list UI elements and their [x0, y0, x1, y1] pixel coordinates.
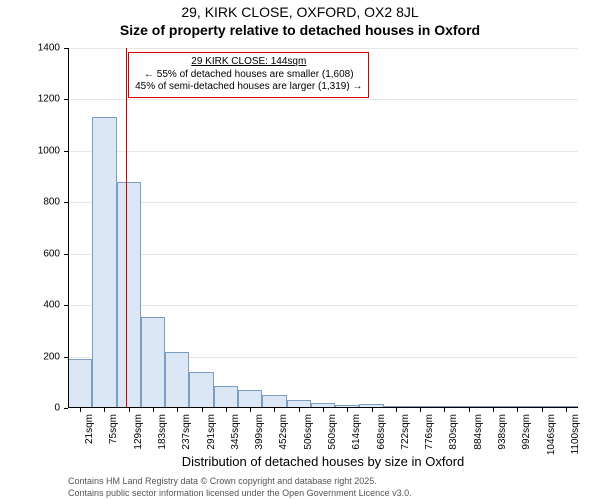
x-tick-label: 452sqm [278, 414, 289, 450]
x-tick-label: 722sqm [400, 414, 411, 450]
plot-area: 29 KIRK CLOSE: 144sqm ← 55% of detached … [68, 48, 578, 408]
y-tick-label: 0 [12, 403, 60, 414]
y-tick-label: 200 [12, 351, 60, 362]
x-tick-label: 776sqm [424, 414, 435, 450]
x-tick-label: 1046sqm [546, 414, 557, 455]
x-tick-label: 345sqm [230, 414, 241, 450]
y-tick-label: 400 [12, 300, 60, 311]
x-tick-label: 884sqm [473, 414, 484, 450]
x-tick-label: 830sqm [448, 414, 459, 450]
credits-line-2: Contains public sector information licen… [68, 488, 412, 500]
x-tick-label: 614sqm [351, 414, 362, 450]
x-tick-label: 75sqm [108, 414, 119, 444]
credits-line-1: Contains HM Land Registry data © Crown c… [68, 476, 412, 488]
x-tick-label: 291sqm [206, 414, 217, 450]
plot-frame [68, 48, 578, 408]
x-tick-label: 668sqm [376, 414, 387, 450]
x-tick-label: 399sqm [254, 414, 265, 450]
chart-title-subject: Size of property relative to detached ho… [0, 22, 600, 38]
x-tick-label: 938sqm [497, 414, 508, 450]
x-tick-label: 237sqm [181, 414, 192, 450]
x-tick-label: 129sqm [133, 414, 144, 450]
chart-container: 29, KIRK CLOSE, OXFORD, OX2 8JL Size of … [0, 0, 600, 500]
y-tick-label: 1000 [12, 145, 60, 156]
x-tick-label: 560sqm [327, 414, 338, 450]
chart-title-address: 29, KIRK CLOSE, OXFORD, OX2 8JL [0, 4, 600, 20]
credits: Contains HM Land Registry data © Crown c… [68, 476, 412, 499]
x-tick-label: 992sqm [521, 414, 532, 450]
x-tick-label: 506sqm [303, 414, 314, 450]
y-tick-label: 600 [12, 248, 60, 259]
y-tick-label: 800 [12, 197, 60, 208]
y-tick-label: 1400 [12, 43, 60, 54]
x-tick-label: 21sqm [84, 414, 95, 444]
x-tick-label: 1100sqm [570, 414, 581, 454]
x-axis-label: Distribution of detached houses by size … [68, 454, 578, 469]
x-tick-label: 183sqm [157, 414, 168, 450]
y-tick-label: 1200 [12, 94, 60, 105]
